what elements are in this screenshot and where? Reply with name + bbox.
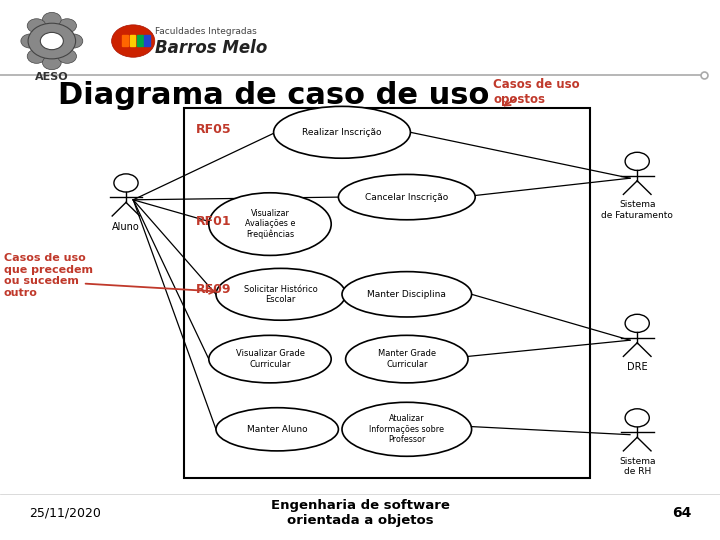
Circle shape <box>112 25 155 57</box>
Text: DRE: DRE <box>627 362 647 372</box>
Text: Visualizar Grade
Curricular: Visualizar Grade Curricular <box>235 349 305 369</box>
Ellipse shape <box>338 174 475 220</box>
Bar <box>130 35 135 46</box>
Text: AESO: AESO <box>35 72 68 83</box>
Text: RF05: RF05 <box>196 123 231 136</box>
Text: Casos de uso
que precedem
ou sucedem
outro: Casos de uso que precedem ou sucedem out… <box>4 253 93 298</box>
Ellipse shape <box>209 335 331 383</box>
Circle shape <box>27 19 46 33</box>
Text: Faculdades Integradas: Faculdades Integradas <box>155 27 256 36</box>
Circle shape <box>42 12 61 26</box>
Text: Barros Melo: Barros Melo <box>155 38 267 57</box>
Bar <box>122 35 128 46</box>
Text: Engenharia de software
orientada a objetos: Engenharia de software orientada a objet… <box>271 499 449 527</box>
Circle shape <box>27 49 46 63</box>
Ellipse shape <box>274 106 410 158</box>
Circle shape <box>114 174 138 192</box>
Text: RF01: RF01 <box>196 215 231 228</box>
Circle shape <box>28 23 76 59</box>
Ellipse shape <box>342 402 472 456</box>
Bar <box>144 35 150 46</box>
Text: Casos de uso
opostos: Casos de uso opostos <box>493 78 580 106</box>
Ellipse shape <box>209 193 331 255</box>
Text: Sistema
de Faturamento: Sistema de Faturamento <box>601 200 673 220</box>
Circle shape <box>21 34 40 48</box>
Text: Aluno: Aluno <box>112 222 140 232</box>
Ellipse shape <box>342 272 472 317</box>
Bar <box>184 108 590 478</box>
Circle shape <box>625 152 649 171</box>
Text: Manter Aluno: Manter Aluno <box>247 425 307 434</box>
Text: 64: 64 <box>672 506 691 520</box>
Ellipse shape <box>216 268 346 320</box>
Ellipse shape <box>216 408 338 451</box>
Text: Manter Disciplina: Manter Disciplina <box>367 290 446 299</box>
Circle shape <box>625 314 649 333</box>
Text: Cancelar Inscrição: Cancelar Inscrição <box>365 193 449 201</box>
Circle shape <box>64 34 83 48</box>
Text: Manter Grade
Curricular: Manter Grade Curricular <box>378 349 436 369</box>
Text: Atualizar
Informações sobre
Professor: Atualizar Informações sobre Professor <box>369 414 444 444</box>
Text: RF09: RF09 <box>196 284 231 296</box>
Text: Solicitar Histórico
Escolar: Solicitar Histórico Escolar <box>244 285 318 304</box>
Circle shape <box>58 49 76 63</box>
Circle shape <box>40 32 63 50</box>
Text: Sistema
de RH: Sistema de RH <box>619 457 655 476</box>
Circle shape <box>58 19 76 33</box>
Circle shape <box>42 56 61 70</box>
Text: Realizar Inscrição: Realizar Inscrição <box>302 128 382 137</box>
Text: 25/11/2020: 25/11/2020 <box>29 507 101 519</box>
Circle shape <box>625 409 649 427</box>
Bar <box>137 35 143 46</box>
Text: Diagrama de caso de uso: Diagrama de caso de uso <box>58 81 490 110</box>
Ellipse shape <box>346 335 468 383</box>
Text: Visualizar
Avaliações e
Freqüências: Visualizar Avaliações e Freqüências <box>245 209 295 239</box>
